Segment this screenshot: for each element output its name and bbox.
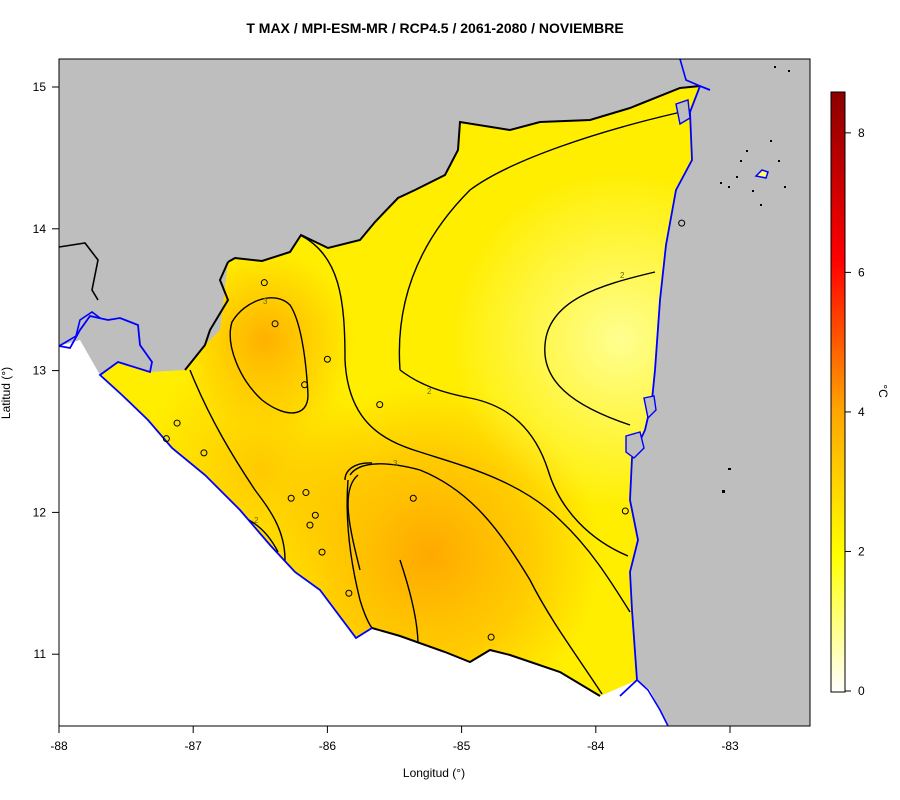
nicaragua-west-border: [184, 261, 230, 371]
honduras-caribbean-coast: [679, 59, 701, 87]
station-marker: [287, 494, 295, 502]
contour-label: 3: [263, 297, 268, 306]
lagoon-east: [643, 395, 657, 420]
legend-tick-label: 8: [858, 126, 865, 140]
legend-tick-label: 2: [858, 544, 865, 558]
color-legend: 0 2 4 6 8: [830, 91, 865, 698]
contour-label: 2: [620, 271, 625, 280]
legend-tick-label: 4: [858, 405, 865, 419]
legend-tick-label: 0: [858, 684, 865, 698]
y-tick-label: 11: [34, 647, 47, 661]
x-axis: -88 -87 -86 -85 -84 -83: [50, 725, 739, 753]
station-marker: [487, 633, 495, 641]
contour-lines: [189, 109, 691, 695]
x-tick-label: -85: [453, 739, 471, 753]
station-marker: [306, 521, 314, 529]
station-marker: [345, 589, 353, 597]
station-marker: [200, 449, 208, 457]
station-marker: [311, 511, 319, 519]
station-marker: [162, 435, 170, 443]
station-marker: [678, 219, 686, 227]
x-tick-label: -83: [721, 739, 739, 753]
pacific-ocean: [59, 340, 668, 726]
y-tick-label: 14: [33, 222, 47, 236]
station-marker: [409, 494, 417, 502]
x-tick-label: -86: [319, 739, 337, 753]
contour-labels: 3 3 2 2 2: [254, 271, 625, 525]
y-axis-label: Latitud (°): [0, 366, 13, 420]
y-axis: 11 12 13 14 15: [33, 80, 60, 661]
station-marker: [260, 279, 268, 287]
map-title: T MAX / MPI-ESM-MR / RCP4.5 / 2061-2080 …: [246, 20, 624, 36]
contour-label: 2: [427, 387, 432, 396]
nicaragua-border: [227, 85, 701, 263]
station-marker: [621, 507, 629, 515]
lagoon-north: [675, 99, 691, 126]
y-tick-label: 15: [33, 80, 47, 94]
y-tick-label: 13: [33, 364, 47, 378]
legend-tick-label: 6: [858, 265, 865, 279]
legend-unit: °C: [876, 384, 890, 398]
honduras-border: [59, 242, 99, 301]
station-marker: [302, 489, 310, 497]
lagoon-perlas: [625, 431, 645, 459]
x-tick-label: -87: [185, 739, 203, 753]
station-marker: [376, 401, 384, 409]
station-marker: [318, 548, 326, 556]
x-tick-label: -88: [50, 739, 68, 753]
station-marker: [271, 320, 279, 328]
corn-island: [754, 169, 769, 179]
gulf-fonseca-coast: [59, 311, 101, 347]
station-marker: [173, 419, 181, 427]
legend-colorbar: [830, 91, 846, 693]
station-marker: [323, 355, 331, 363]
contour-label: 3: [393, 459, 398, 468]
x-tick-label: -84: [587, 739, 605, 753]
y-tick-label: 12: [33, 505, 47, 519]
contour-label: 2: [254, 516, 259, 525]
x-axis-label: Longitud (°): [402, 766, 466, 780]
stations-layer: [162, 219, 686, 641]
nicaragua-south-border: [371, 627, 601, 697]
station-marker: [301, 381, 309, 389]
costa-rica-coast: [636, 679, 669, 726]
cays-dots: [720, 66, 790, 493]
